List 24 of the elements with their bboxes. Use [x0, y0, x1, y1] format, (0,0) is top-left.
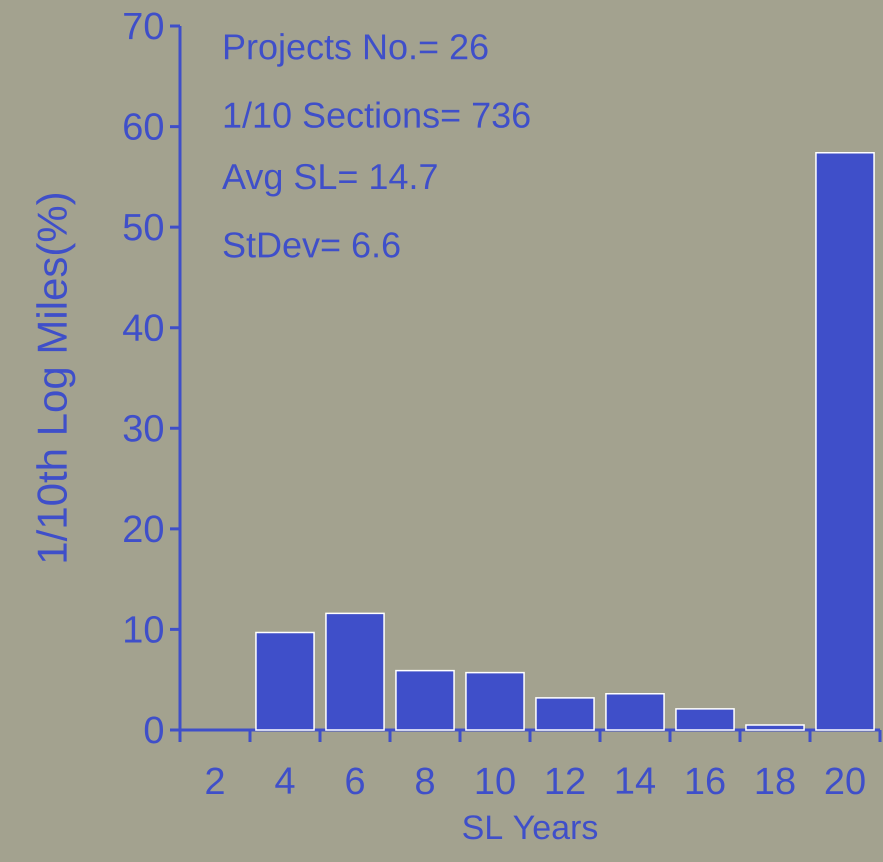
- y-tick-label: 40: [123, 314, 163, 342]
- x-tick-label: 4: [275, 768, 294, 794]
- x-tick-label: 20: [826, 768, 865, 794]
- annotation: StDev= 6.6: [224, 232, 400, 258]
- y-tick-label: 60: [124, 113, 163, 140]
- x-tick-label: 2: [206, 768, 224, 794]
- y-tick-label: 20: [124, 515, 163, 542]
- y-tick-label: 30: [124, 414, 163, 442]
- y-tick-label: 70: [124, 12, 163, 40]
- x-tick-label: 6: [346, 768, 364, 794]
- x-tick-label: 16: [686, 768, 724, 794]
- annotation: 1/10 Sections= 736: [224, 101, 530, 128]
- x-tick-label: 18: [756, 768, 794, 794]
- y-tick-label: 0: [144, 716, 164, 744]
- y-tick-label: 50: [124, 214, 163, 241]
- y-tick-label: 10: [125, 616, 163, 643]
- y-axis-title: 1/10th Log Miles(%): [36, 194, 76, 562]
- x-tick-label: 14: [616, 768, 656, 794]
- annotation: Projects No.= 26: [224, 33, 488, 67]
- x-axis-title: SL Years: [463, 815, 598, 840]
- x-tick-label: 8: [416, 768, 434, 794]
- x-tick-label: 12: [546, 768, 584, 794]
- x-tick-label: 10: [476, 768, 515, 794]
- annotation: Avg SL= 14.7: [222, 164, 437, 196]
